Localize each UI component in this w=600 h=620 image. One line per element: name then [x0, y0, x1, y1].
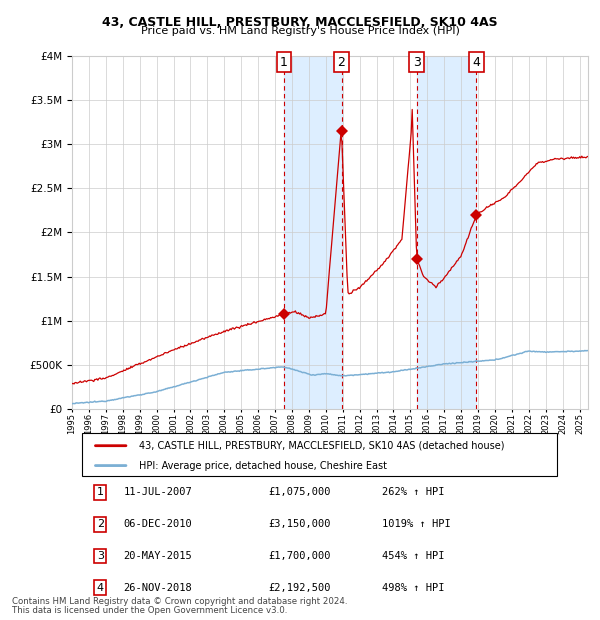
- Text: £3,150,000: £3,150,000: [268, 519, 331, 529]
- Text: HPI: Average price, detached house, Cheshire East: HPI: Average price, detached house, Ches…: [139, 461, 387, 471]
- Text: 454% ↑ HPI: 454% ↑ HPI: [382, 551, 444, 561]
- Text: £1,700,000: £1,700,000: [268, 551, 331, 561]
- Text: 43, CASTLE HILL, PRESTBURY, MACCLESFIELD, SK10 4AS (detached house): 43, CASTLE HILL, PRESTBURY, MACCLESFIELD…: [139, 441, 505, 451]
- Text: This data is licensed under the Open Government Licence v3.0.: This data is licensed under the Open Gov…: [12, 606, 287, 615]
- Text: Contains HM Land Registry data © Crown copyright and database right 2024.: Contains HM Land Registry data © Crown c…: [12, 597, 347, 606]
- Text: 3: 3: [97, 551, 104, 561]
- Bar: [284, 56, 341, 409]
- Text: 1019% ↑ HPI: 1019% ↑ HPI: [382, 519, 451, 529]
- Text: 1: 1: [280, 56, 288, 69]
- Text: Price paid vs. HM Land Registry's House Price Index (HPI): Price paid vs. HM Land Registry's House …: [140, 26, 460, 36]
- Text: 498% ↑ HPI: 498% ↑ HPI: [382, 583, 444, 593]
- Text: 11-JUL-2007: 11-JUL-2007: [124, 487, 193, 497]
- Text: 3: 3: [413, 56, 421, 69]
- Text: 06-DEC-2010: 06-DEC-2010: [124, 519, 193, 529]
- Text: 1: 1: [97, 487, 104, 497]
- Text: 4: 4: [97, 583, 104, 593]
- Text: £1,075,000: £1,075,000: [268, 487, 331, 497]
- Text: £2,192,500: £2,192,500: [268, 583, 331, 593]
- Text: 2: 2: [97, 519, 104, 529]
- Text: 20-MAY-2015: 20-MAY-2015: [124, 551, 193, 561]
- Text: 43, CASTLE HILL, PRESTBURY, MACCLESFIELD, SK10 4AS: 43, CASTLE HILL, PRESTBURY, MACCLESFIELD…: [102, 16, 498, 29]
- Text: 2: 2: [338, 56, 346, 69]
- FancyBboxPatch shape: [82, 433, 557, 477]
- Bar: [417, 56, 476, 409]
- Text: 262% ↑ HPI: 262% ↑ HPI: [382, 487, 444, 497]
- Text: 4: 4: [472, 56, 480, 69]
- Text: 26-NOV-2018: 26-NOV-2018: [124, 583, 193, 593]
